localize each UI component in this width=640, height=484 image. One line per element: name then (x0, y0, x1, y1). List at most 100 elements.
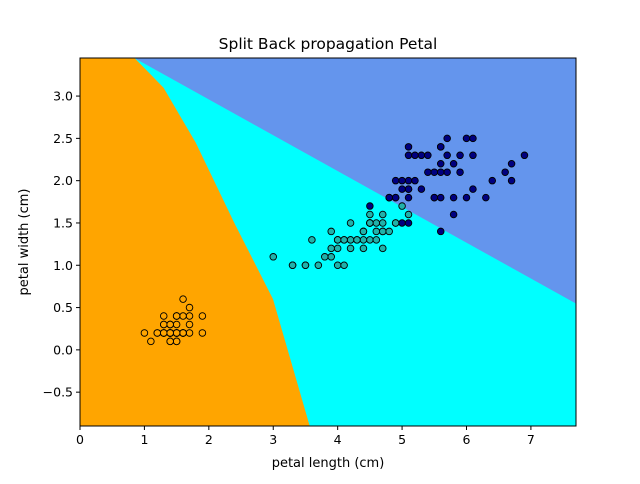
data-point-class-2 (269, 253, 278, 261)
data-point-class-3 (391, 193, 400, 202)
data-point-class-3 (436, 227, 445, 236)
data-point-class-1 (198, 312, 207, 320)
x-tick-label: 0 (76, 432, 84, 447)
data-point-class-2 (333, 236, 342, 244)
data-point-class-3 (469, 151, 477, 160)
data-point-class-2 (333, 244, 342, 253)
data-point-class-2 (359, 236, 368, 244)
data-point-class-3 (456, 168, 464, 176)
data-point-class-3 (430, 168, 439, 176)
data-point-class-3 (404, 143, 413, 151)
data-point-class-3 (417, 151, 426, 160)
data-point-class-1 (172, 320, 181, 329)
data-point-class-3 (443, 168, 451, 176)
plot-frame (79, 57, 577, 427)
data-point-class-1 (166, 329, 174, 337)
y-tick-label: −0.5 (43, 385, 73, 400)
data-point-class-2 (366, 236, 374, 244)
x-tick-label: 7 (527, 432, 535, 447)
data-point-class-2 (321, 253, 329, 261)
data-point-class-2 (359, 244, 368, 253)
data-point-class-3 (436, 168, 445, 176)
data-point-class-3 (404, 185, 413, 193)
data-point-class-3 (424, 168, 432, 176)
y-tick-label: 1.5 (53, 215, 73, 230)
data-point-class-2 (398, 202, 406, 210)
data-point-class-2 (379, 219, 387, 227)
data-point-class-3 (507, 176, 516, 185)
data-point-class-3 (404, 176, 413, 185)
data-point-class-2 (404, 210, 413, 219)
data-point-class-3 (417, 185, 426, 193)
data-point-class-1 (166, 320, 174, 329)
y-tick-label: 0.5 (53, 300, 73, 315)
data-point-class-3 (398, 185, 406, 193)
data-point-class-2 (366, 210, 374, 219)
data-point-class-3 (436, 193, 445, 202)
y-axis-ticks: −0.5 0.0 0.5 1.0 1.5 2.0 2.5 3.0 (43, 89, 80, 400)
x-tick-label: 2 (205, 432, 213, 447)
x-axis-ticks: 0 1 2 3 4 5 6 7 (76, 426, 535, 447)
y-tick-label: 1.0 (53, 258, 73, 273)
data-point-class-2 (372, 219, 381, 227)
data-point-class-3 (411, 151, 419, 160)
data-point-class-1 (172, 312, 181, 320)
data-point-class-2 (379, 227, 387, 236)
data-point-class-2 (385, 227, 393, 236)
data-point-class-3 (488, 176, 497, 185)
data-point-class-2 (372, 227, 381, 236)
data-point-class-3 (436, 159, 445, 168)
data-point-class-3 (443, 134, 451, 143)
data-point-class-1 (172, 337, 181, 346)
data-point-class-3 (462, 193, 471, 202)
data-point-class-3 (398, 219, 406, 227)
data-point-class-2 (391, 219, 400, 227)
data-point-class-1 (140, 329, 149, 337)
data-point-class-3 (430, 193, 439, 202)
data-point-class-3 (449, 159, 458, 168)
data-point-class-2 (372, 236, 381, 244)
data-point-class-3 (424, 151, 432, 160)
x-tick-label: 6 (463, 432, 471, 447)
data-point-class-3 (469, 185, 477, 193)
data-point-class-1 (185, 320, 194, 329)
data-point-class-1 (179, 295, 187, 303)
data-point-class-2 (346, 244, 355, 253)
data-point-class-3 (404, 193, 413, 202)
data-point-class-3 (404, 219, 413, 227)
data-point-class-2 (301, 261, 310, 270)
data-point-class-2 (366, 219, 374, 227)
data-point-class-3 (436, 143, 445, 151)
scatter-points (140, 134, 529, 346)
data-point-class-1 (179, 312, 187, 320)
data-point-class-2 (288, 261, 297, 270)
data-point-class-3 (411, 176, 419, 185)
data-point-class-3 (482, 193, 490, 202)
data-point-class-1 (185, 329, 194, 337)
data-point-class-1 (179, 329, 187, 337)
data-point-class-1 (185, 312, 194, 320)
data-point-class-3 (520, 151, 529, 160)
x-axis-label: petal length (cm) (272, 456, 385, 471)
x-tick-label: 3 (269, 432, 277, 447)
y-axis-label: petal width (cm) (17, 189, 32, 296)
data-point-class-1 (185, 303, 194, 312)
data-point-class-3 (462, 134, 471, 143)
data-point-class-2 (314, 261, 323, 270)
data-point-class-1 (166, 337, 174, 346)
data-point-class-2 (353, 236, 361, 244)
data-point-class-3 (366, 202, 374, 210)
data-point-class-3 (404, 151, 413, 160)
data-point-class-3 (449, 193, 458, 202)
data-point-class-3 (469, 134, 477, 143)
chart-title: Split Back propagation Petal (219, 35, 438, 53)
data-point-class-2 (379, 210, 387, 219)
x-tick-label: 1 (140, 432, 148, 447)
y-tick-label: 2.0 (53, 173, 73, 188)
data-point-class-1 (159, 312, 168, 320)
y-tick-label: 3.0 (53, 89, 73, 104)
data-point-class-1 (172, 329, 181, 337)
data-point-class-2 (346, 219, 355, 227)
